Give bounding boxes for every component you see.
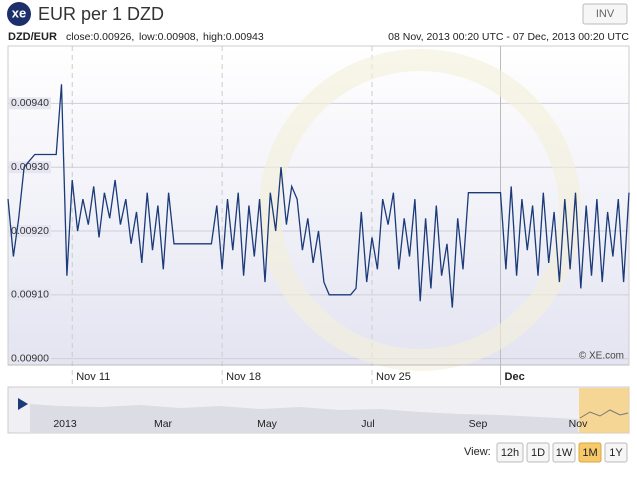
x-tick-label: Dec bbox=[505, 371, 525, 383]
navigator-line bbox=[579, 409, 629, 419]
stat: close:0.00926, bbox=[66, 31, 134, 43]
view-label: View: bbox=[464, 446, 491, 458]
y-tick-label: 0.00930 bbox=[11, 161, 49, 173]
range-button[interactable] bbox=[578, 442, 602, 463]
inv-label[interactable]: INV bbox=[596, 8, 615, 20]
navigator-label: Jul bbox=[361, 418, 374, 430]
logo-badge bbox=[7, 2, 31, 26]
watermark bbox=[259, 49, 581, 371]
play-button[interactable] bbox=[18, 398, 28, 410]
y-tick-bg bbox=[9, 97, 51, 110]
navigator-window[interactable] bbox=[579, 388, 629, 433]
navigator-label: Nov bbox=[569, 418, 588, 430]
range-button-label[interactable]: 1W bbox=[556, 447, 573, 459]
x-tick-label: Nov 11 bbox=[76, 371, 110, 383]
stat: high:0.00943 bbox=[203, 31, 264, 43]
y-tick-bg bbox=[9, 161, 51, 174]
x-tick-label: Nov 18 bbox=[226, 371, 261, 383]
range-button-label[interactable]: 1M bbox=[582, 447, 597, 459]
logo: xe bbox=[12, 5, 26, 20]
navigator-label: Sep bbox=[469, 418, 488, 430]
y-tick-bg bbox=[9, 288, 51, 301]
range-button[interactable] bbox=[526, 442, 550, 463]
inv-button[interactable] bbox=[582, 3, 628, 25]
navigator-label: Mar bbox=[154, 418, 173, 430]
chart-title: EUR per 1 DZD bbox=[38, 4, 164, 24]
date-range: 08 Nov, 2013 00:20 UTC - 07 Dec, 2013 00… bbox=[388, 31, 629, 43]
range-button-label[interactable]: 1D bbox=[531, 447, 545, 459]
y-tick-label: 0.00910 bbox=[11, 289, 49, 301]
range-button[interactable] bbox=[552, 442, 576, 463]
range-button[interactable] bbox=[604, 442, 628, 463]
y-tick-label: 0.00900 bbox=[11, 352, 49, 364]
y-tick-bg bbox=[9, 352, 51, 365]
navigator-area bbox=[30, 404, 578, 433]
stat: low:0.00908, bbox=[139, 31, 199, 43]
range-button-label[interactable]: 1Y bbox=[609, 447, 623, 459]
series-line bbox=[7, 84, 630, 308]
credit: © XE.com bbox=[579, 351, 624, 362]
x-tick-label: Nov 25 bbox=[376, 371, 411, 383]
y-tick-label: 0.00920 bbox=[11, 225, 49, 237]
navigator-label: 2013 bbox=[53, 418, 77, 430]
y-tick-label: 0.00940 bbox=[11, 97, 49, 109]
range-button-label[interactable]: 12h bbox=[501, 447, 519, 459]
range-button[interactable] bbox=[496, 442, 524, 463]
y-tick-bg bbox=[9, 225, 51, 238]
navigator-label: May bbox=[257, 418, 278, 430]
pair: DZD/EUR bbox=[8, 31, 57, 43]
